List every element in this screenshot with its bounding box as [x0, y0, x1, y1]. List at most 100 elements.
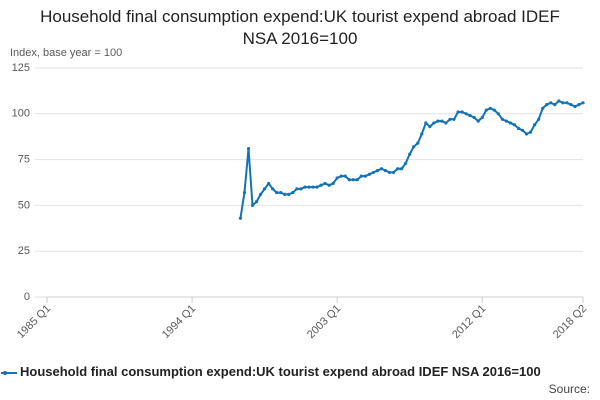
data-point — [524, 132, 529, 136]
data-point — [323, 181, 327, 186]
data-point — [480, 115, 484, 120]
data-point — [416, 141, 420, 145]
data-point — [246, 147, 251, 151]
data-point — [267, 181, 271, 186]
data-point — [420, 132, 424, 136]
data-point — [319, 183, 323, 187]
data-point — [456, 110, 460, 114]
data-point — [520, 128, 525, 132]
data-point — [436, 119, 440, 123]
data-point — [561, 101, 565, 105]
data-point — [440, 119, 444, 123]
data-point — [557, 99, 561, 103]
data-point — [375, 168, 380, 173]
data-point — [496, 112, 500, 116]
data-point — [339, 174, 343, 178]
data-point — [263, 187, 267, 191]
data-point — [472, 115, 476, 120]
y-tick-label: 100 — [12, 108, 30, 120]
data-point — [537, 117, 541, 121]
data-point — [529, 130, 533, 134]
data-point — [492, 108, 496, 112]
data-point — [512, 123, 517, 127]
data-point — [254, 200, 259, 204]
data-point — [404, 161, 408, 165]
data-point — [504, 119, 509, 123]
data-point — [383, 168, 388, 173]
data-point — [242, 190, 247, 195]
data-point — [258, 192, 263, 197]
data-point — [412, 145, 416, 149]
data-point — [359, 174, 363, 178]
y-tick-label: 25 — [18, 245, 30, 257]
data-point — [541, 106, 545, 110]
data-point — [408, 152, 412, 156]
x-tick-label: 2003 Q1 — [305, 303, 343, 341]
chart-title: Household final consumption expend:UK to… — [40, 7, 560, 48]
data-point — [275, 190, 279, 195]
data-point — [307, 185, 311, 189]
data-point — [444, 121, 448, 125]
data-point — [516, 126, 521, 131]
legend-marker — [3, 370, 7, 375]
data-point — [533, 123, 537, 127]
data-point — [565, 101, 569, 105]
data-point — [500, 117, 504, 121]
data-point — [432, 121, 436, 125]
data-point — [549, 101, 553, 105]
data-point — [581, 101, 585, 105]
data-point — [428, 125, 432, 129]
data-point — [367, 172, 372, 176]
data-point — [488, 106, 492, 110]
data-point — [355, 178, 359, 182]
data-point — [299, 187, 303, 191]
data-point — [347, 178, 351, 182]
data-point — [400, 167, 404, 171]
chart: Index, base year = 100 0 25 50 75 100 125 1985… — [10, 47, 589, 341]
data-point — [553, 103, 557, 107]
data-point — [468, 114, 472, 118]
data-point — [351, 178, 355, 182]
y-tick-label: 75 — [18, 154, 30, 166]
x-tick-label: 1985 Q1 — [15, 303, 53, 341]
data-point — [287, 192, 291, 197]
data-point — [279, 190, 283, 195]
data-point — [476, 119, 480, 123]
data-point — [315, 185, 319, 189]
data-point — [343, 174, 347, 178]
y-tick-label: 0 — [24, 291, 30, 303]
data-point — [508, 121, 513, 125]
data-point — [387, 170, 392, 175]
source: Source: — [548, 382, 590, 396]
legend: Household final consumption expend:UK to… — [0, 364, 600, 380]
data-point — [452, 117, 456, 121]
data-point — [271, 187, 275, 191]
data-point — [448, 117, 452, 121]
y-tick-label: 50 — [18, 199, 30, 211]
data-point — [303, 185, 307, 189]
data-point — [391, 170, 396, 175]
data-point — [250, 203, 255, 207]
data-point — [460, 110, 464, 114]
data-point — [327, 183, 331, 187]
data-point — [371, 170, 376, 175]
data-point — [569, 103, 573, 107]
data-point — [573, 104, 577, 109]
data-point — [545, 103, 549, 107]
data-point — [295, 187, 299, 191]
data-point — [424, 121, 428, 125]
x-tick-label: 2018 Q2 — [551, 303, 589, 341]
data-point — [311, 185, 315, 189]
data-point — [577, 103, 581, 107]
data-point — [464, 112, 468, 116]
data-point — [283, 192, 287, 197]
x-tick-label: 2012 Q1 — [450, 303, 488, 341]
legend-label: Household final consumption expend:UK to… — [20, 364, 541, 379]
data-point — [363, 174, 367, 178]
y-axis-label: Index, base year = 100 — [10, 47, 122, 59]
data-point — [396, 167, 400, 171]
data-point — [238, 216, 243, 220]
data-point — [291, 190, 295, 195]
data-point — [484, 108, 488, 112]
